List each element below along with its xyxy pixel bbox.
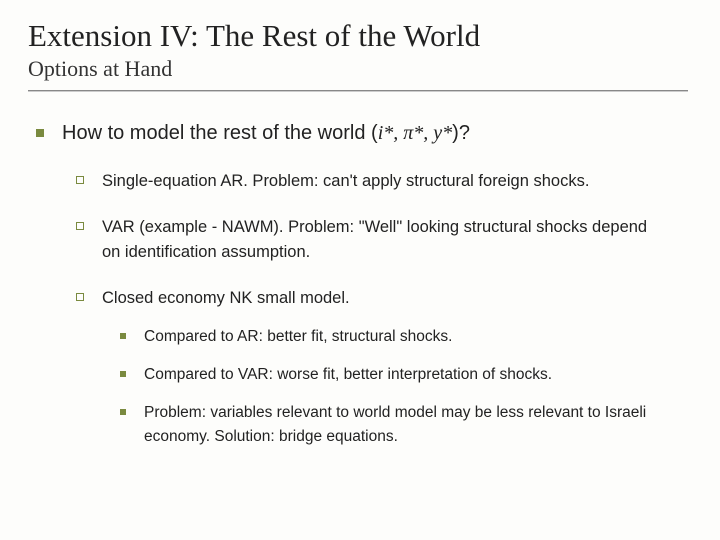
heading-suffix: )? [452, 122, 470, 144]
small-square-bullet-icon [120, 333, 126, 339]
heading-prefix: How to model the rest of the world ( [62, 122, 378, 144]
title-rule [28, 90, 688, 92]
list-item: Compared to AR: better fit, structural s… [120, 325, 692, 349]
open-square-bullet-icon [76, 176, 84, 184]
small-square-bullet-icon [120, 371, 126, 377]
list-item: Closed economy NK small model. [76, 286, 692, 312]
slide-title: Extension IV: The Rest of the World [28, 18, 692, 54]
list-item-text: Compared to AR: better fit, structural s… [144, 325, 452, 349]
list-item: Problem: variables relevant to world mod… [120, 401, 692, 449]
list-item: Compared to VAR: worse fit, better inter… [120, 363, 692, 387]
list-item: Single-equation AR. Problem: can't apply… [76, 169, 692, 195]
list-item-text: Single-equation AR. Problem: can't apply… [102, 169, 589, 195]
slide-subtitle: Options at Hand [28, 56, 692, 82]
list-item-text: Problem: variables relevant to world mod… [144, 401, 676, 449]
open-square-bullet-icon [76, 222, 84, 230]
list-item-text: Compared to VAR: worse fit, better inter… [144, 363, 552, 387]
open-square-bullet-icon [76, 293, 84, 301]
small-square-bullet-icon [120, 409, 126, 415]
list-item: VAR (example - NAWM). Problem: "Well" lo… [76, 215, 692, 266]
heading-vars: i*, π*, y* [378, 122, 452, 144]
square-bullet-icon [36, 129, 44, 137]
list-item-text: How to model the rest of the world (i*, … [62, 120, 470, 147]
list-item: How to model the rest of the world (i*, … [36, 120, 692, 147]
list-item-text: Closed economy NK small model. [102, 286, 350, 312]
list-item-text: VAR (example - NAWM). Problem: "Well" lo… [102, 215, 670, 266]
